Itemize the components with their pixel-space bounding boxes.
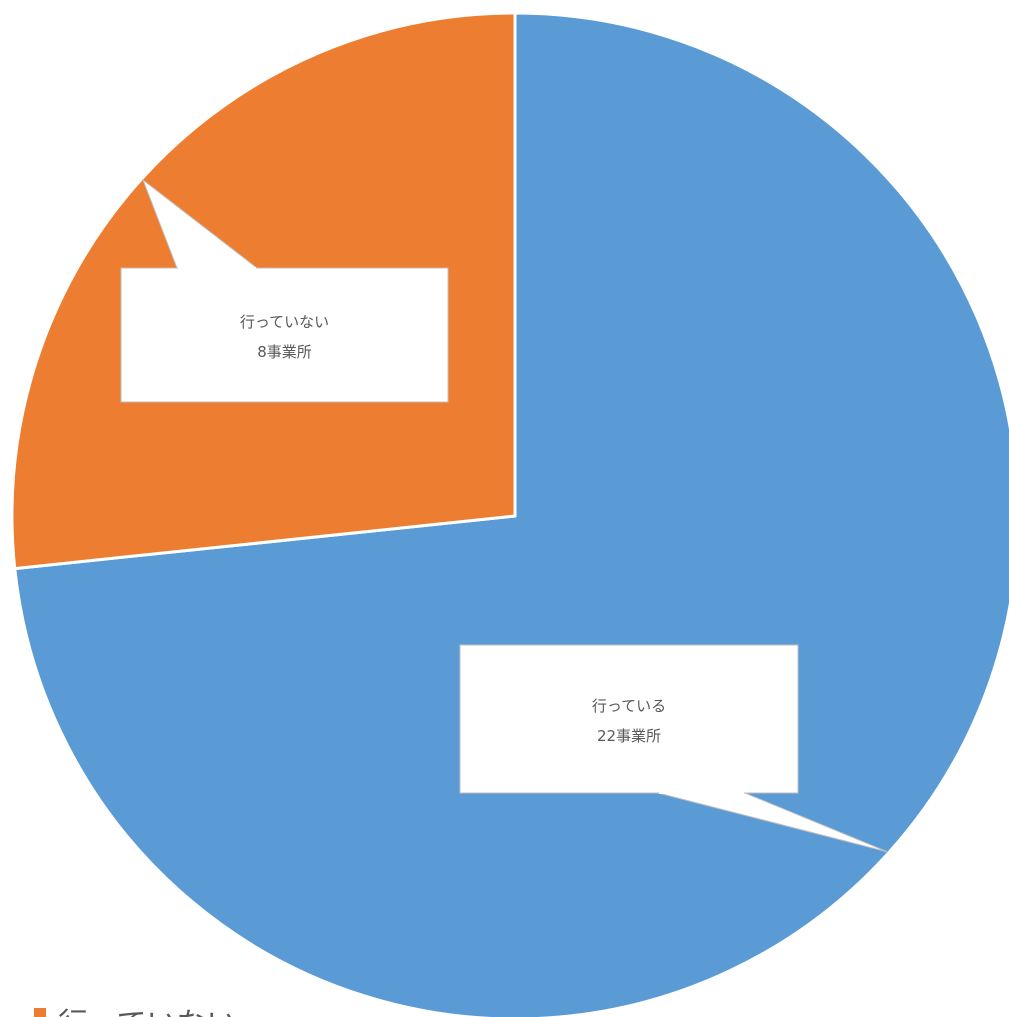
callout-box: [120, 267, 449, 403]
data-label-value: 8事業所: [257, 343, 312, 361]
legend-label: 行っていない: [58, 1007, 237, 1017]
data-label-category: 行っていない: [240, 313, 329, 331]
legend-entry: 行っていない: [34, 1007, 237, 1017]
data-label-value: 22事業所: [597, 727, 661, 745]
pie-slices: [10, 11, 1009, 1017]
data-label-category: 行っている: [592, 697, 666, 715]
data-label-callout-1: 行っている 22事業所: [459, 644, 889, 853]
legend-swatch: [34, 1008, 46, 1017]
data-label-callouts: 行っている 22事業所 行っていない 8事業所: [120, 178, 889, 853]
callout-box: [459, 644, 799, 794]
data-label-callout-2: 行っていない 8事業所: [120, 178, 449, 403]
legend: 行っていない: [34, 1007, 237, 1017]
